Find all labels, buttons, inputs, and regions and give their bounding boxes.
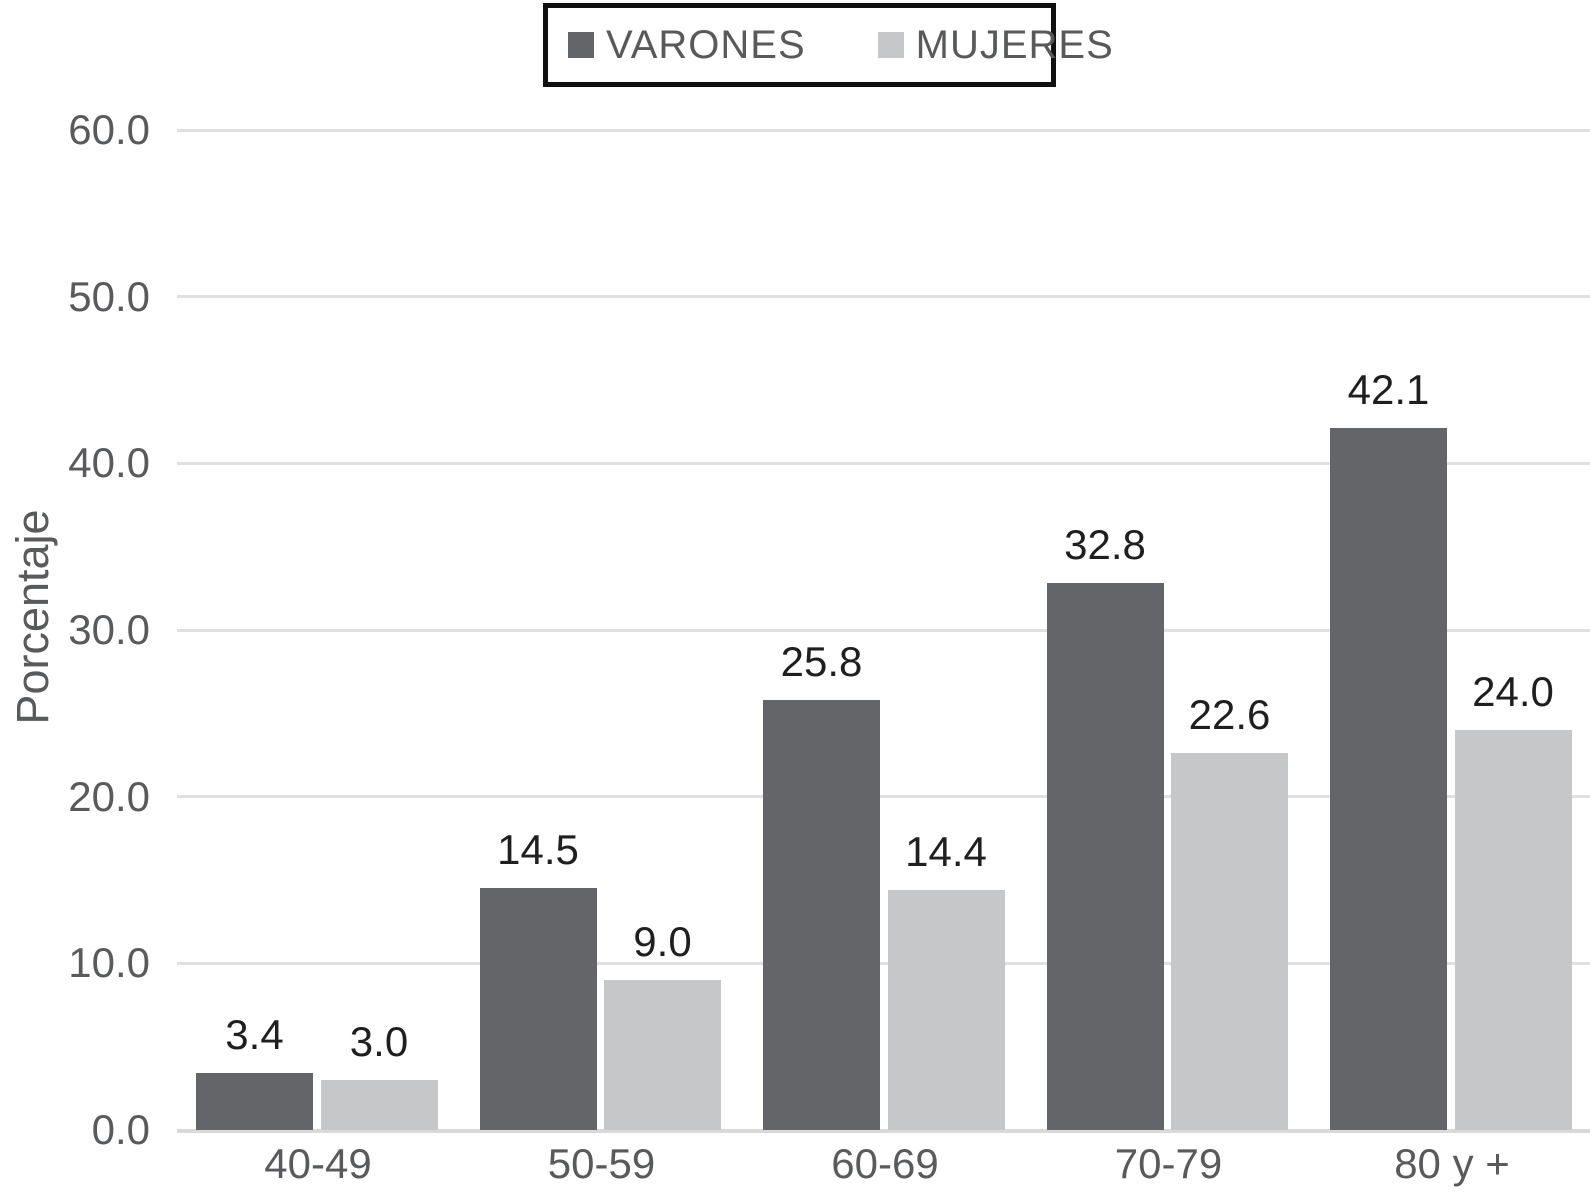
- x-axis-line: [177, 1128, 1590, 1133]
- gridline: [177, 795, 1590, 799]
- y-tick-label: 40.0: [68, 439, 150, 487]
- legend-swatch-varones: [568, 32, 594, 58]
- gridline: [177, 461, 1590, 465]
- value-label: 22.6: [1188, 691, 1271, 739]
- x-tick-label: 70-79: [1114, 1140, 1223, 1187]
- legend-item-mujeres: MUJERES: [877, 22, 1114, 68]
- x-tick-label: 60-69: [831, 1140, 939, 1187]
- value-label: 3.4: [225, 1011, 284, 1059]
- legend-swatch-mujeres: [877, 32, 904, 58]
- value-label: 9.0: [633, 918, 692, 965]
- value-label: 3.0: [349, 1018, 409, 1065]
- gridline: [177, 295, 1590, 299]
- y-tick-label: 50.0: [68, 272, 150, 320]
- bar-mujeres: [320, 1080, 438, 1130]
- legend-label-mujeres: MUJERES: [915, 22, 1114, 67]
- bar-varones: [1330, 428, 1447, 1130]
- gridline: [177, 628, 1590, 632]
- bar-mujeres: [1454, 730, 1572, 1130]
- bar-varones: [1046, 583, 1164, 1130]
- value-label: 14.4: [905, 828, 987, 875]
- bar-mujeres: [887, 890, 1005, 1130]
- bar-varones: [479, 888, 597, 1130]
- bar-varones: [763, 700, 880, 1130]
- gridline: [177, 128, 1590, 132]
- bar-mujeres: [604, 980, 721, 1130]
- value-label: 32.8: [1064, 521, 1146, 569]
- x-tick-label: 80 y +: [1394, 1140, 1510, 1187]
- value-label: 14.5: [497, 826, 579, 874]
- gridline: [177, 961, 1590, 965]
- y-tick-label: 60.0: [68, 106, 150, 153]
- x-tick-label: 40-49: [264, 1140, 372, 1187]
- bar-mujeres: [1171, 753, 1288, 1130]
- y-tick-label: 30.0: [68, 606, 150, 653]
- y-tick-label: 10.0: [68, 939, 150, 987]
- value-label: 25.8: [780, 638, 863, 685]
- value-label: 42.1: [1347, 366, 1430, 414]
- bar-varones: [196, 1073, 313, 1130]
- y-tick-label: 0.0: [91, 1106, 150, 1153]
- value-label: 24.0: [1472, 668, 1554, 715]
- y-tick-label: 20.0: [68, 772, 150, 820]
- legend: VARONES MUJERES: [543, 3, 1113, 87]
- legend-item-varones: VARONES: [568, 23, 806, 68]
- x-tick-label: 50-59: [547, 1140, 656, 1187]
- legend-label-varones: VARONES: [606, 22, 806, 67]
